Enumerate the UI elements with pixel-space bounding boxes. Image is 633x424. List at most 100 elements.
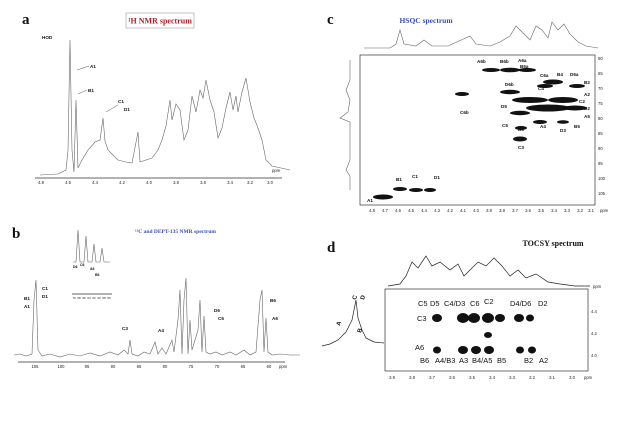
- panel-d-tick: 3.0: [569, 375, 575, 380]
- panel-a-letter: a: [22, 12, 30, 28]
- panel-b-spectrum: [13, 277, 300, 358]
- panel-d-peak: [468, 313, 480, 323]
- panel-d-label: D2: [538, 299, 548, 308]
- panel-c-ytick: 70: [598, 86, 603, 91]
- panel-d-peak: [528, 346, 536, 354]
- panel-d-ytick: 4.4: [591, 309, 597, 314]
- panel-c-tick: 4.7: [382, 208, 388, 213]
- panel-c-tick: 3.7: [512, 208, 518, 213]
- panel-c-ytick: 105: [598, 191, 606, 196]
- panel-c-label: B4: [557, 72, 563, 77]
- panel-d-peak: [484, 332, 492, 338]
- panel-c-tick: 3.4: [551, 208, 557, 213]
- panel-c-label: D1: [434, 175, 440, 180]
- panel-c-ytick: 60: [598, 56, 603, 61]
- panel-a-tick: 3.2: [247, 180, 253, 185]
- panel-c-peak: [569, 84, 585, 88]
- panel-c-peak: [526, 104, 570, 112]
- panel-b-inset-tick: 68: [77, 296, 81, 300]
- panel-b-unit: ppm: [279, 364, 288, 369]
- panel-c-tick: 3.8: [499, 208, 505, 213]
- panel-c-label: B6a: [520, 64, 529, 69]
- panel-b-label: A1: [24, 304, 30, 309]
- panel-d-peak: [432, 314, 442, 322]
- panel-c-peak: [515, 126, 527, 130]
- panel-c-frame: [359, 54, 596, 206]
- panel-c-label: D6a: [570, 72, 579, 77]
- panel-c-ytick: 75: [598, 101, 603, 106]
- panel-d-peak: [495, 314, 505, 322]
- panel-b-x-ticks: 105 100 95 90 85 80 75 70 65 60 ppm: [32, 364, 288, 369]
- panel-c-ytick: 65: [598, 71, 603, 76]
- panel-b-label: B1: [24, 296, 30, 301]
- panel-b-label: D6: [214, 308, 220, 313]
- panel-b-label: A4: [158, 328, 164, 333]
- panel-b-inset-tick: 58: [102, 296, 106, 300]
- panel-d-label: A2: [539, 356, 548, 365]
- panel-d-tick: 3.2: [529, 375, 535, 380]
- panel-d-peak: [457, 313, 469, 323]
- panel-a-tick: 4.0: [146, 180, 152, 185]
- panel-b-label: D1: [42, 294, 48, 299]
- panel-c-tick: 3.5: [538, 208, 544, 213]
- panel-d-side-label: B: [357, 327, 364, 333]
- panel-d-label: A4/B3: [435, 356, 455, 365]
- panel-c-label: D3: [560, 128, 566, 133]
- panel-c-tick: 4.2: [447, 208, 453, 213]
- panel-d-tick: 3.7: [429, 375, 435, 380]
- panel-c-tick: 4.4: [421, 208, 427, 213]
- panel-c-label: D2: [584, 106, 590, 111]
- panel-c-tick: 3.2: [577, 208, 583, 213]
- panel-c-tick: 4.8: [369, 208, 375, 213]
- panel-c-y-ticks: 60 65 70 75 80 85 90 95 100 105: [598, 56, 606, 196]
- panel-d-label: B5: [497, 356, 506, 365]
- panel-d-ytick: 4.2: [591, 331, 597, 336]
- panel-d-x-ticks: 3.9 3.8 3.7 3.6 3.5 3.4 3.3 3.2 3.1 3.0 …: [389, 375, 593, 380]
- panel-a-label-a1: A1: [90, 64, 96, 69]
- panel-d-tick: 3.6: [449, 375, 455, 380]
- panel-a-tick: 3.0: [267, 180, 273, 185]
- panel-c-label: C6b: [460, 110, 469, 115]
- panel-d-label: D5: [430, 299, 440, 308]
- panel-c-peak: [510, 110, 530, 116]
- panel-d-peak: [471, 346, 481, 354]
- panel-c-label: C5: [502, 123, 508, 128]
- panel-a-tick: 3.6: [200, 180, 206, 185]
- panel-d-label: C2: [484, 297, 494, 306]
- panel-c-peak: [543, 79, 563, 85]
- panel-d-tick: 3.9: [389, 375, 395, 380]
- panel-d-frame: [384, 288, 589, 372]
- panel-c-top-projection: [364, 21, 599, 49]
- panel-d-peaks: [432, 313, 536, 354]
- panel-a-tick: 4.2: [119, 180, 125, 185]
- panel-b-label: C6: [218, 316, 224, 321]
- panel-c-label: C3: [518, 145, 524, 150]
- panel-d-tick: 3.1: [549, 375, 555, 380]
- panel-c-label: C1: [412, 174, 418, 179]
- panel-d-peak: [514, 314, 524, 322]
- panel-d-bottom-labels: B6 A4/B3 A3 B4/A5 B5 B2 A2: [420, 356, 548, 365]
- panel-d-tick: 3.4: [489, 375, 495, 380]
- panel-b-tick: 100: [58, 364, 66, 369]
- panel-c-peak: [537, 84, 553, 88]
- panel-a-tick: 4.4: [92, 180, 98, 185]
- panel-c-left-projection: [339, 60, 351, 190]
- panel-c-label: C4: [538, 86, 544, 91]
- panel-d-peak: [433, 346, 441, 354]
- panel-d-peak: [526, 314, 534, 322]
- panel-c-tick: 4.0: [473, 208, 479, 213]
- panel-c-label: A1: [367, 198, 373, 203]
- panel-c-labels: A6b B6b A6a B6a C6a B4 D6a B2 C4 A2 D6b …: [367, 58, 590, 203]
- panel-b-label: B6: [270, 298, 276, 303]
- panel-c-peak: [500, 89, 520, 95]
- panel-c-peak: [373, 194, 393, 200]
- panel-d-label: D4/D6: [510, 299, 531, 308]
- panel-b-tick: 75: [189, 364, 194, 369]
- panel-b-inset-label: D6: [73, 265, 78, 269]
- panel-d-label: A6: [415, 343, 424, 352]
- panel-d-peak: [458, 346, 468, 354]
- panel-d-tick: 3.3: [509, 375, 515, 380]
- panel-c-label: A4: [540, 124, 546, 129]
- panel-c-peak: [393, 187, 407, 191]
- panel-c-label: C2: [579, 99, 585, 104]
